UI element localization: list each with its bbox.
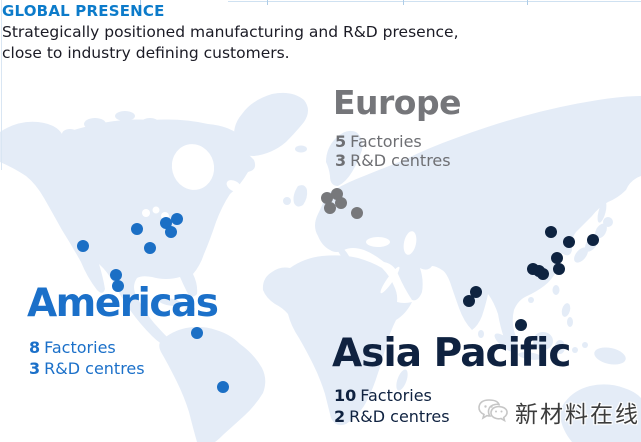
philippines — [561, 303, 571, 317]
site-dot — [551, 252, 563, 264]
site-dot — [112, 280, 124, 292]
new-guinea — [594, 347, 626, 365]
column-tick — [140, 0, 141, 5]
black-sea — [366, 237, 390, 247]
water-cutouts — [142, 144, 417, 294]
asia-pacific-factories: 10 Factories — [334, 386, 432, 405]
region-title-asia-pacific: Asia Pacific — [332, 331, 571, 376]
site-dot — [470, 286, 482, 298]
americas-markers — [77, 213, 229, 393]
eurasia — [315, 96, 641, 350]
site-dot — [537, 268, 549, 280]
site-dot — [77, 240, 89, 252]
cuba — [159, 298, 181, 306]
region-title-europe: Europe — [333, 83, 462, 122]
region-stats-asia-pacific: 10 Factories 2 R&D centres — [334, 385, 450, 427]
site-dot — [324, 202, 336, 214]
column-tick — [267, 0, 268, 5]
sumatra — [494, 333, 518, 353]
ireland — [283, 197, 291, 205]
scandinavia — [326, 130, 363, 186]
site-dot — [144, 242, 156, 254]
wechat-icon — [478, 399, 508, 423]
africa — [262, 255, 412, 426]
page-subtitle: Strategically positioned manufacturing a… — [2, 22, 459, 64]
australia — [560, 384, 641, 442]
site-dot — [563, 236, 575, 248]
region-stats-europe: 5 Factories 3 R&D centres — [335, 132, 451, 170]
europe-rnd-centres: 3 R&D centres — [335, 151, 451, 170]
site-dot — [587, 234, 599, 246]
iceland — [295, 145, 307, 153]
site-dot — [171, 213, 183, 225]
site-dot — [110, 269, 122, 281]
site-dot — [463, 295, 475, 307]
site-dot — [165, 226, 177, 238]
japan-kyushu — [574, 247, 588, 263]
subtitle-line-1: Strategically positioned manufacturing a… — [2, 23, 459, 41]
site-dot — [331, 188, 343, 200]
great-lake — [142, 209, 150, 217]
kamchatka — [587, 178, 603, 208]
page-title: GLOBAL PRESENCE — [2, 2, 165, 20]
java — [518, 352, 542, 360]
site-dot — [351, 207, 363, 219]
united-kingdom — [293, 185, 308, 207]
column-tick — [527, 0, 528, 5]
site-dot — [191, 327, 203, 339]
asia-pacific-markers — [463, 226, 599, 331]
site-dot — [553, 263, 565, 275]
watermark: 新材料在线 — [476, 395, 640, 429]
sulawesi — [555, 340, 565, 354]
caspian-sea — [403, 231, 417, 255]
region-stats-americas: 8 Factories 3 R&D centres — [29, 337, 145, 379]
red-sea — [380, 266, 400, 294]
europe-factories: 5 Factories — [335, 132, 422, 151]
subtitle-line-2: close to industry defining customers. — [2, 44, 290, 62]
borneo — [533, 332, 553, 350]
continents — [0, 92, 641, 442]
region-title-americas: Americas — [27, 281, 219, 326]
site-dot — [545, 226, 557, 238]
watermark-text: 新材料在线 — [515, 402, 640, 428]
south-america — [159, 326, 266, 442]
sakhalin — [597, 201, 607, 223]
americas-factories: 8 Factories — [29, 338, 116, 357]
site-dot — [160, 217, 172, 229]
asia-pacific-rnd-centres: 2 R&D centres — [334, 407, 450, 426]
site-dot — [515, 319, 527, 331]
site-dot — [217, 381, 229, 393]
site-dot — [131, 223, 143, 235]
europe-markers — [321, 188, 363, 219]
hudson-bay — [171, 144, 215, 190]
gulf-st-lawrence — [226, 180, 242, 192]
madagascar — [396, 369, 408, 391]
top-border-line — [228, 1, 641, 2]
left-border-line — [1, 0, 2, 170]
japan-honshu — [595, 223, 607, 239]
column-tick — [403, 0, 404, 5]
greenland — [234, 92, 308, 156]
site-dot — [335, 197, 347, 209]
americas-rnd-centres: 3 R&D centres — [29, 359, 145, 378]
site-dot — [321, 192, 333, 204]
